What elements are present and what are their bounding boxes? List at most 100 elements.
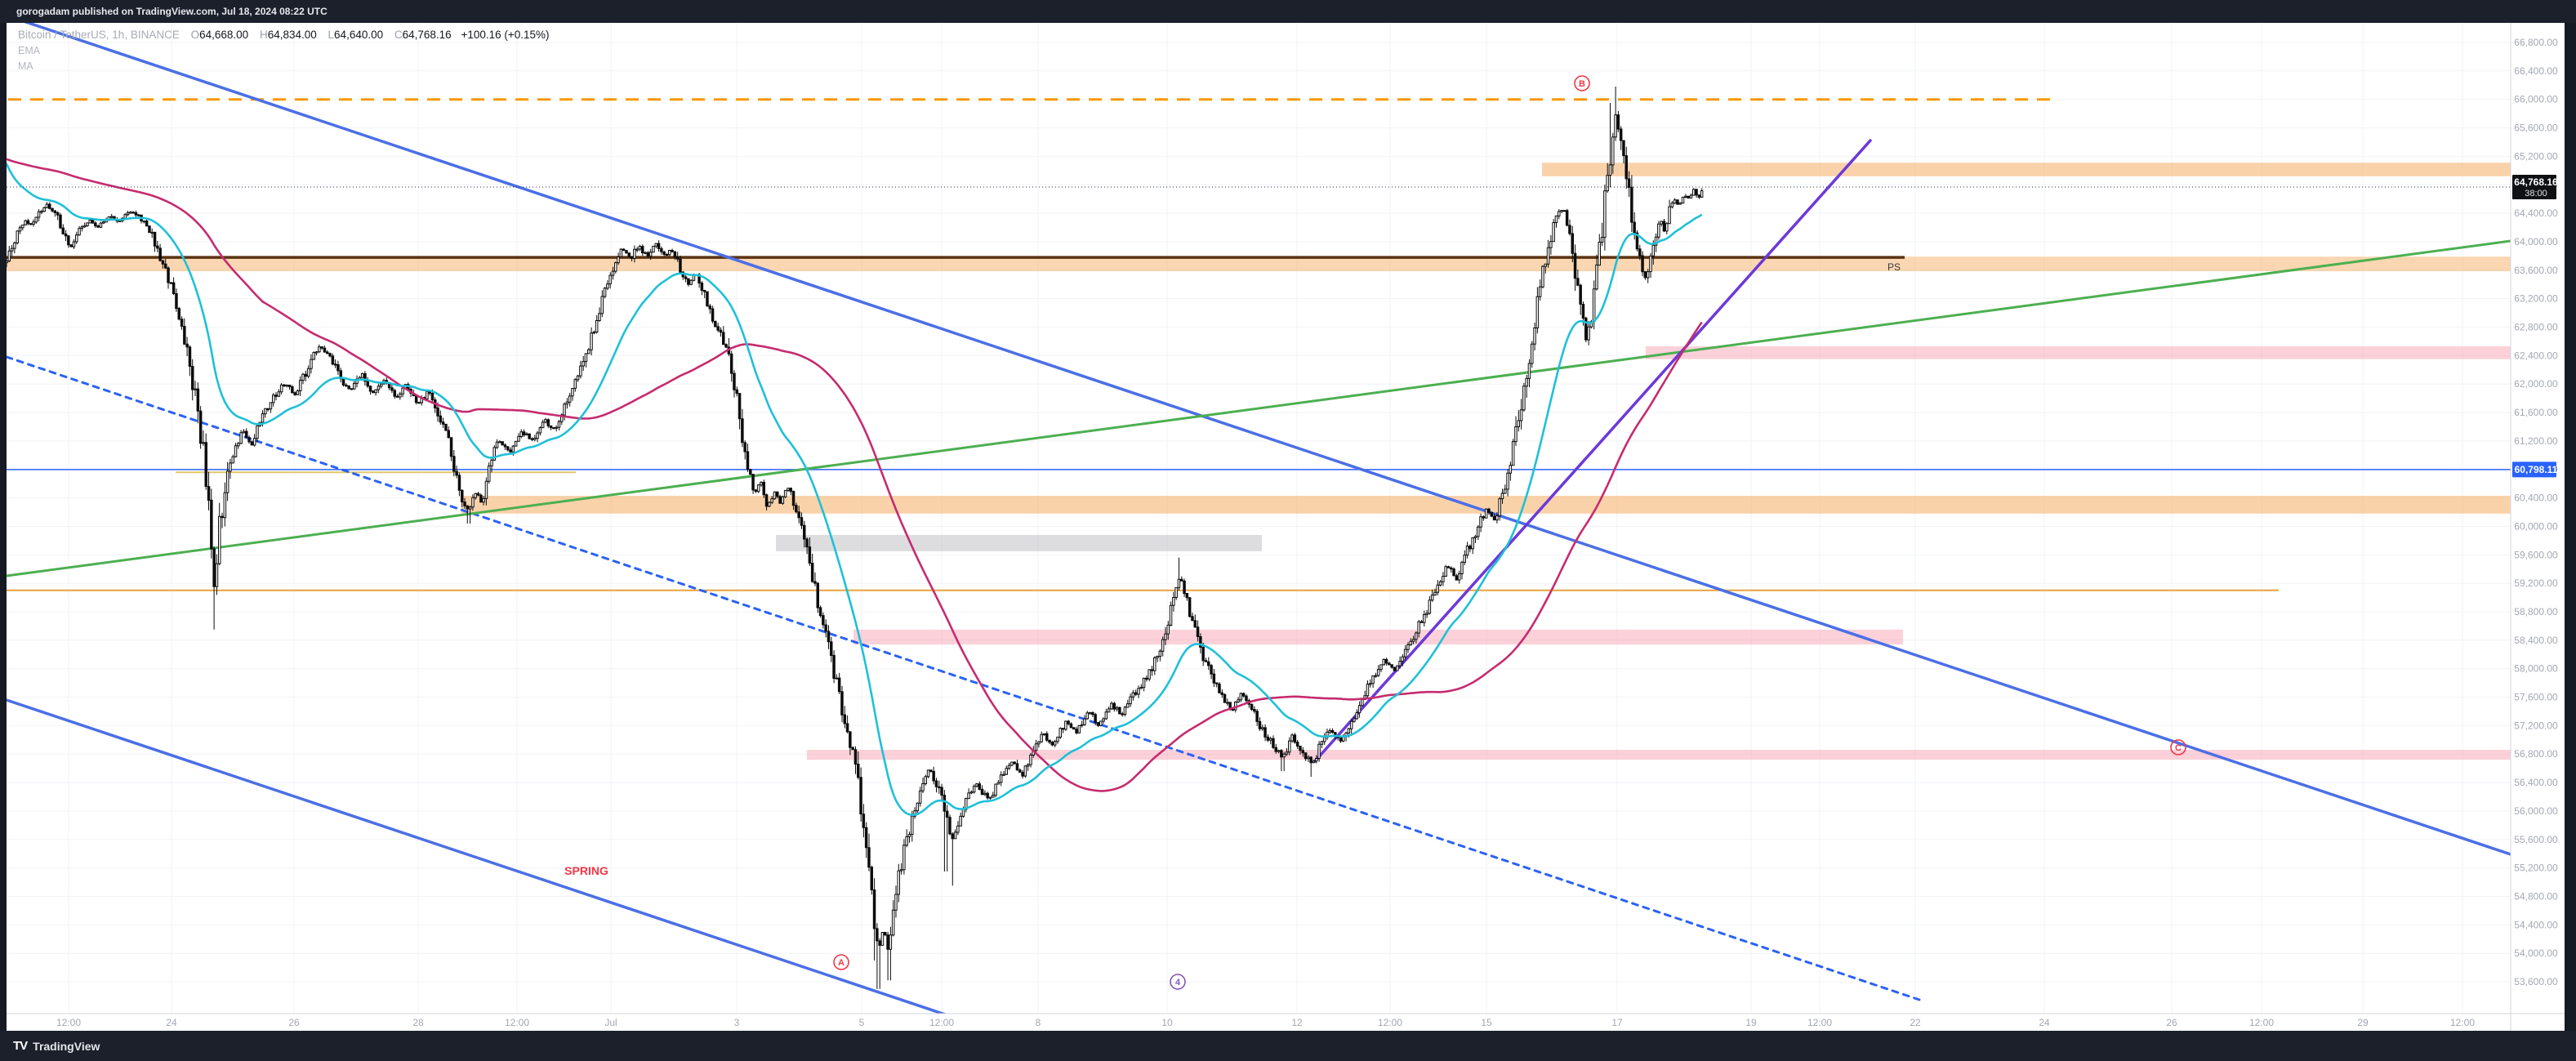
price-tick-label: 58,800.00: [2514, 606, 2558, 617]
time-tick-label: 17: [1611, 1017, 1623, 1028]
channel-lower[interactable]: [7, 698, 947, 1015]
impulse-purple[interactable]: [1313, 139, 1872, 763]
tradingview-logo-icon[interactable]: TV: [13, 1039, 28, 1053]
price-tick-label: 65,600.00: [2514, 123, 2558, 134]
price-tick-label: 65,200.00: [2514, 150, 2558, 162]
ohlc-close-label: C: [394, 29, 403, 41]
grid-lines: [7, 23, 2511, 1014]
ohlc-high-value: 64,834.00: [267, 29, 317, 41]
price-tick-label: 54,000.00: [2514, 947, 2558, 959]
plot-area[interactable]: SPRING PS A B C 4: [7, 23, 2511, 1015]
price-tick-label: 55,600.00: [2514, 834, 2558, 845]
time-tick-label: 12:00: [929, 1017, 954, 1028]
ma-line[interactable]: [7, 158, 1703, 792]
marker-c[interactable]: C: [2170, 739, 2186, 756]
price-tick-label: 62,800.00: [2514, 322, 2558, 333]
chart-panel: [7, 23, 2565, 1031]
alert-price-badge: 60,798.11: [2512, 461, 2558, 478]
time-tick-label: 12:00: [56, 1017, 81, 1028]
price-tick-label: 58,400.00: [2514, 635, 2558, 646]
indicator-ema-label[interactable]: EMA: [18, 45, 41, 56]
ohlc-close-value: 64,768.16: [402, 29, 452, 41]
publish-info-text: gorogadam published on TradingView.com, …: [16, 6, 328, 17]
zone-56800[interactable]: [807, 750, 2511, 760]
marker-a[interactable]: A: [833, 954, 849, 970]
zone-60300[interactable]: [461, 496, 2511, 514]
price-tick-label: 56,000.00: [2514, 805, 2558, 817]
chart-legend: Bitcoin / TetherUS, 1h, BINANCE O64,668.…: [18, 28, 550, 74]
price-tick-label: 62,400.00: [2514, 350, 2558, 361]
price-tick-label: 66,800.00: [2514, 37, 2558, 48]
time-tick-label: 29: [2357, 1017, 2369, 1028]
time-tick-label: 24: [2039, 1017, 2050, 1028]
ps-label[interactable]: PS: [1887, 261, 1901, 273]
time-tick-label: 10: [1161, 1017, 1173, 1028]
price-tick-label: 57,200.00: [2514, 720, 2558, 731]
svg-text:B: B: [1579, 79, 1585, 89]
change-value: +100.16 (+0.15%): [461, 29, 550, 41]
price-tick-label: 56,400.00: [2514, 777, 2558, 788]
time-tick-label: 12:00: [2249, 1017, 2274, 1028]
price-chart[interactable]: SPRINGPSABC466,800.0066,400.0066,000.006…: [7, 23, 2565, 1031]
spring-label[interactable]: SPRING: [564, 864, 608, 877]
price-tick-label: 61,600.00: [2514, 407, 2558, 418]
ema-line[interactable]: [7, 163, 1703, 817]
svg-text:A: A: [838, 958, 845, 968]
zone-63700[interactable]: [7, 256, 2511, 272]
price-tick-label: 54,400.00: [2514, 919, 2558, 930]
svg-text:64,768.16: 64,768.16: [2514, 176, 2558, 188]
candles-up: [7, 114, 1704, 950]
marker-b[interactable]: B: [1574, 75, 1590, 91]
svg-text:38:00: 38:00: [2525, 189, 2547, 198]
price-tick-label: 58,000.00: [2514, 663, 2558, 675]
support-green[interactable]: [7, 239, 2511, 577]
ohlc-low-label: L: [328, 29, 335, 41]
time-axis[interactable]: 12:00 24 26 28 12:00 Jul 3 5 12:00 8 10 12 12:00 15 17…: [56, 1017, 2475, 1028]
time-tick-label: 26: [288, 1017, 300, 1028]
price-tick-label: 55,200.00: [2514, 863, 2558, 874]
price-tick-label: 66,400.00: [2514, 65, 2558, 77]
zone-58450[interactable]: [853, 629, 1903, 645]
marker-4[interactable]: 4: [1170, 974, 1186, 990]
zone-62450[interactable]: [1646, 346, 2511, 359]
price-tick-label: 57,600.00: [2514, 692, 2558, 703]
time-tick-label: 12:00: [505, 1017, 529, 1028]
price-tick-label: 63,600.00: [2514, 265, 2558, 276]
svg-text:60,798.11: 60,798.11: [2515, 464, 2558, 475]
price-tick-label: 59,200.00: [2514, 577, 2558, 589]
time-tick-label: 12: [1291, 1017, 1303, 1028]
price-tick-label: 62,000.00: [2514, 378, 2558, 390]
time-tick-label: 28: [412, 1017, 424, 1028]
price-axis[interactable]: 66,800.00 66,400.00 66,000.00 65,600.00 65,2…: [2514, 37, 2558, 987]
price-tick-label: 59,600.00: [2514, 549, 2558, 560]
channel-upper[interactable]: [7, 23, 2511, 856]
ohlc-open-value: 64,668.00: [199, 29, 249, 41]
price-tick-label: 54,800.00: [2514, 891, 2558, 903]
time-tick-label: 8: [1036, 1017, 1041, 1028]
time-tick-label: 12:00: [1807, 1017, 1832, 1028]
ohlc-open-label: O: [190, 29, 200, 41]
zone-59800[interactable]: [776, 534, 1262, 551]
time-tick-label: 24: [166, 1017, 177, 1028]
channel-mid-dotted[interactable]: [7, 355, 1921, 1001]
time-tick-label: 3: [734, 1017, 740, 1028]
time-tick-label: 19: [1745, 1017, 1757, 1028]
price-tick-label: 66,000.00: [2514, 94, 2558, 105]
time-tick-label: 12:00: [1378, 1017, 1402, 1028]
time-tick-label: 22: [1910, 1017, 1921, 1028]
tradingview-brand[interactable]: TradingView: [33, 1039, 100, 1053]
candles-down: [26, 114, 1701, 950]
price-tick-label: 60,400.00: [2514, 493, 2558, 504]
price-tick-label: 63,200.00: [2514, 293, 2558, 305]
indicator-ma-label[interactable]: MA: [18, 60, 33, 72]
symbol-title[interactable]: Bitcoin / TetherUS, 1h, BINANCE: [18, 29, 180, 41]
zone-65100[interactable]: [1542, 163, 2511, 176]
price-tick-label: 60,000.00: [2514, 520, 2558, 532]
time-tick-label: 15: [1481, 1017, 1492, 1028]
time-tick-label: Jul: [604, 1017, 617, 1028]
ohlc-low-value: 64,640.00: [334, 29, 384, 41]
time-tick-label: 26: [2166, 1017, 2177, 1028]
price-tick-label: 56,800.00: [2514, 748, 2558, 760]
publish-info-bar: gorogadam published on TradingView.com, …: [0, 0, 2576, 23]
